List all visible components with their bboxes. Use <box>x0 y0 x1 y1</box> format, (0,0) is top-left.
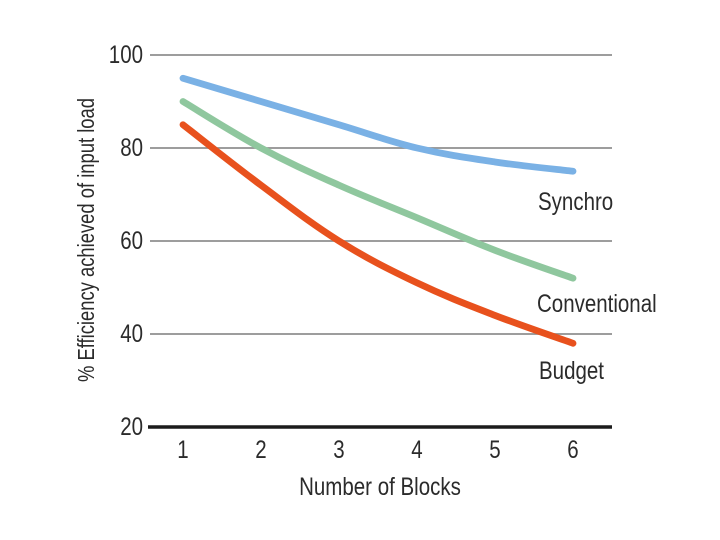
series-line-conventional <box>179 98 577 282</box>
y-tick-label: 100 <box>108 41 143 69</box>
x-tick-label: 4 <box>411 436 423 464</box>
x-tick-label: 5 <box>489 436 501 464</box>
y-tick-label: 60 <box>120 227 143 255</box>
y-tick-label: 40 <box>120 320 143 348</box>
series-line-budget <box>179 121 577 347</box>
x-tick-label: 6 <box>567 436 579 464</box>
x-axis-title: Number of Blocks <box>299 473 461 501</box>
x-tick-label: 1 <box>177 436 189 464</box>
series-line-synchro <box>179 74 577 175</box>
x-tick-label: 2 <box>255 436 267 464</box>
series-label-budget: Budget <box>539 357 604 385</box>
y-tick-label: 80 <box>120 134 143 162</box>
y-tick-label: 20 <box>120 413 143 441</box>
series-label-conventional: Conventional <box>537 290 657 318</box>
series-label-synchro: Synchro <box>538 188 614 216</box>
x-tick-label: 3 <box>333 436 345 464</box>
